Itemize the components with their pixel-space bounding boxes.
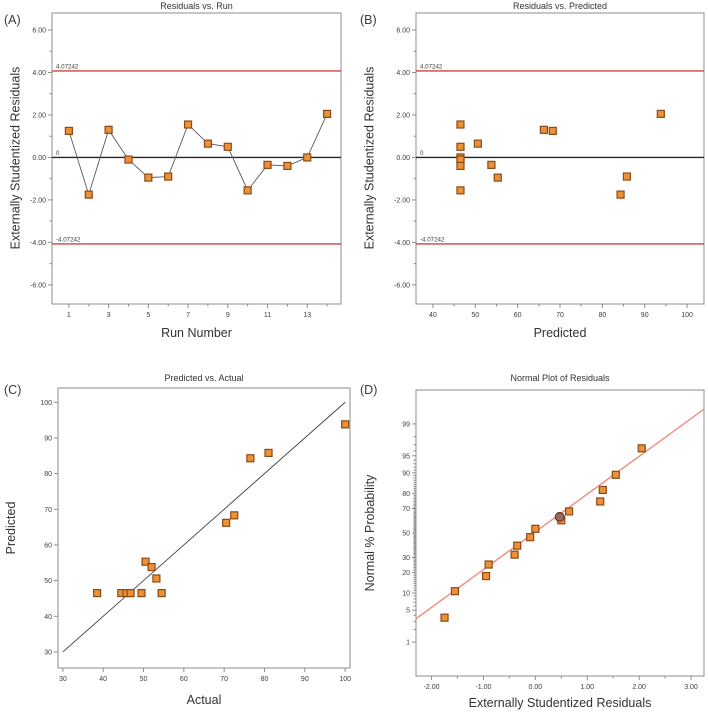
chart-title: Residuals vs. Run xyxy=(160,1,233,11)
svg-text:50: 50 xyxy=(471,312,479,319)
svg-text:80: 80 xyxy=(44,471,52,478)
svg-text:99: 99 xyxy=(402,421,410,428)
svg-text:6.00: 6.00 xyxy=(396,27,410,34)
svg-text:-6.00: -6.00 xyxy=(394,282,410,289)
svg-text:100: 100 xyxy=(339,676,351,683)
svg-text:80: 80 xyxy=(261,676,269,683)
svg-text:-2.00: -2.00 xyxy=(424,684,440,691)
y-axis-label: Externally Studentized Residuals xyxy=(8,66,23,250)
svg-text:2.00: 2.00 xyxy=(632,684,646,691)
svg-text:40: 40 xyxy=(429,312,437,319)
svg-text:7: 7 xyxy=(186,312,190,319)
panel-label: (B) xyxy=(360,13,377,27)
svg-text:70: 70 xyxy=(402,506,410,513)
svg-text:0.00: 0.00 xyxy=(529,684,543,691)
svg-text:3.00: 3.00 xyxy=(684,684,698,691)
svg-text:20: 20 xyxy=(402,570,410,577)
svg-text:1: 1 xyxy=(67,312,71,319)
panel-c-predicted-vs-actual: 30 40 50 60 70 80 90 100 30 40 50 60 70 80 90 100 Predi… xyxy=(0,362,354,724)
svg-text:80: 80 xyxy=(402,491,410,498)
x-axis-label: Predicted xyxy=(533,326,587,340)
svg-text:5: 5 xyxy=(146,312,150,319)
chart-canvas-normal-plot: -2.00 -1.00 0.00 1.00 2.00 3.00 1 5 10 20 30 50 70 80… xyxy=(402,389,705,691)
svg-text:4.07242: 4.07242 xyxy=(420,63,443,70)
svg-text:40: 40 xyxy=(99,676,107,683)
svg-text:-6.00: -6.00 xyxy=(30,282,46,289)
panel-label: (A) xyxy=(4,13,21,27)
svg-text:40: 40 xyxy=(44,614,52,621)
svg-text:11: 11 xyxy=(264,312,271,319)
svg-text:90: 90 xyxy=(402,470,410,477)
svg-text:-4.07242: -4.07242 xyxy=(56,236,81,243)
svg-text:0: 0 xyxy=(56,150,60,157)
svg-text:0: 0 xyxy=(420,150,424,157)
chart-title: Residuals vs. Predicted xyxy=(512,1,608,11)
svg-text:2.00: 2.00 xyxy=(32,112,46,119)
svg-text:-2.00: -2.00 xyxy=(30,197,46,204)
chart-title: Normal Plot of Residuals xyxy=(510,373,610,383)
x-axis-label: Run Number xyxy=(161,326,232,340)
svg-text:0.00: 0.00 xyxy=(32,155,46,162)
svg-text:13: 13 xyxy=(303,312,311,319)
svg-text:9: 9 xyxy=(226,312,230,319)
svg-text:100: 100 xyxy=(681,312,693,319)
svg-text:-4.00: -4.00 xyxy=(394,240,410,247)
svg-text:60: 60 xyxy=(180,676,188,683)
svg-text:4.00: 4.00 xyxy=(396,70,410,77)
svg-text:90: 90 xyxy=(301,676,309,683)
svg-text:-4.07242: -4.07242 xyxy=(420,236,445,243)
svg-text:-1.00: -1.00 xyxy=(475,684,491,691)
svg-text:0.00: 0.00 xyxy=(396,155,410,162)
svg-text:80: 80 xyxy=(598,312,606,319)
svg-text:1.00: 1.00 xyxy=(580,684,594,691)
panel-label: (C) xyxy=(4,383,22,397)
svg-text:50: 50 xyxy=(402,531,410,538)
svg-text:10: 10 xyxy=(402,591,410,598)
svg-text:4.00: 4.00 xyxy=(32,70,46,77)
svg-text:90: 90 xyxy=(44,435,52,442)
panel-label: (D) xyxy=(360,383,378,397)
x-axis-label: Actual xyxy=(186,693,222,707)
svg-text:30: 30 xyxy=(59,676,67,683)
svg-text:70: 70 xyxy=(220,676,228,683)
chart-title: Predicted vs. Actual xyxy=(164,373,244,383)
svg-text:3: 3 xyxy=(107,312,111,319)
panel-d-normal-plot: -2.00 -1.00 0.00 1.00 2.00 3.00 1 5 10 20 30 50 70 80… xyxy=(354,362,708,724)
x-axis-label: Externally Studentized Residuals xyxy=(468,696,652,710)
svg-text:-4.00: -4.00 xyxy=(30,240,46,247)
svg-text:70: 70 xyxy=(556,312,564,319)
svg-text:60: 60 xyxy=(44,542,52,549)
chart-canvas-residuals-vs-predicted: 40 50 60 70 80 90 100 -6.00 -4.00 -2.00 0.00 2.00 4.… xyxy=(394,12,705,319)
svg-text:-2.00: -2.00 xyxy=(394,197,410,204)
svg-text:30: 30 xyxy=(402,555,410,562)
chart-canvas-residuals-vs-run: 1 3 5 7 9 11 13-6.00-4.00-2.000.002.004.006.00… xyxy=(30,12,342,319)
y-axis-label: Normal % Probability xyxy=(363,474,377,592)
svg-text:4.07242: 4.07242 xyxy=(56,63,79,70)
y-axis-label: Externally Studentized Residuals xyxy=(362,66,377,250)
svg-text:30: 30 xyxy=(44,649,52,656)
svg-text:90: 90 xyxy=(641,312,649,319)
panel-a-residuals-vs-run: 1 3 5 7 9 11 13 -6.00 -4.00 -2.00 0.00 2.00 4.00 6.00… xyxy=(0,0,354,362)
svg-text:2.00: 2.00 xyxy=(396,112,410,119)
y-axis-label: Predicted xyxy=(4,501,18,555)
svg-text:70: 70 xyxy=(44,507,52,514)
svg-text:100: 100 xyxy=(40,400,52,407)
svg-text:50: 50 xyxy=(44,578,52,585)
panel-b-residuals-vs-predicted: 40 50 60 70 80 90 100 -6.00 -4.00 -2.00 0.00 2.00 4.… xyxy=(354,0,708,362)
svg-text:5: 5 xyxy=(406,608,410,615)
svg-text:6.00: 6.00 xyxy=(32,27,46,34)
svg-text:60: 60 xyxy=(514,312,522,319)
svg-text:95: 95 xyxy=(402,453,410,460)
svg-text:1: 1 xyxy=(406,640,410,647)
chart-canvas-predicted-vs-actual: 30 40 50 60 70 80 90 100 30 40 50 60 70 80 90 100 xyxy=(40,387,351,683)
svg-text:50: 50 xyxy=(140,676,148,683)
